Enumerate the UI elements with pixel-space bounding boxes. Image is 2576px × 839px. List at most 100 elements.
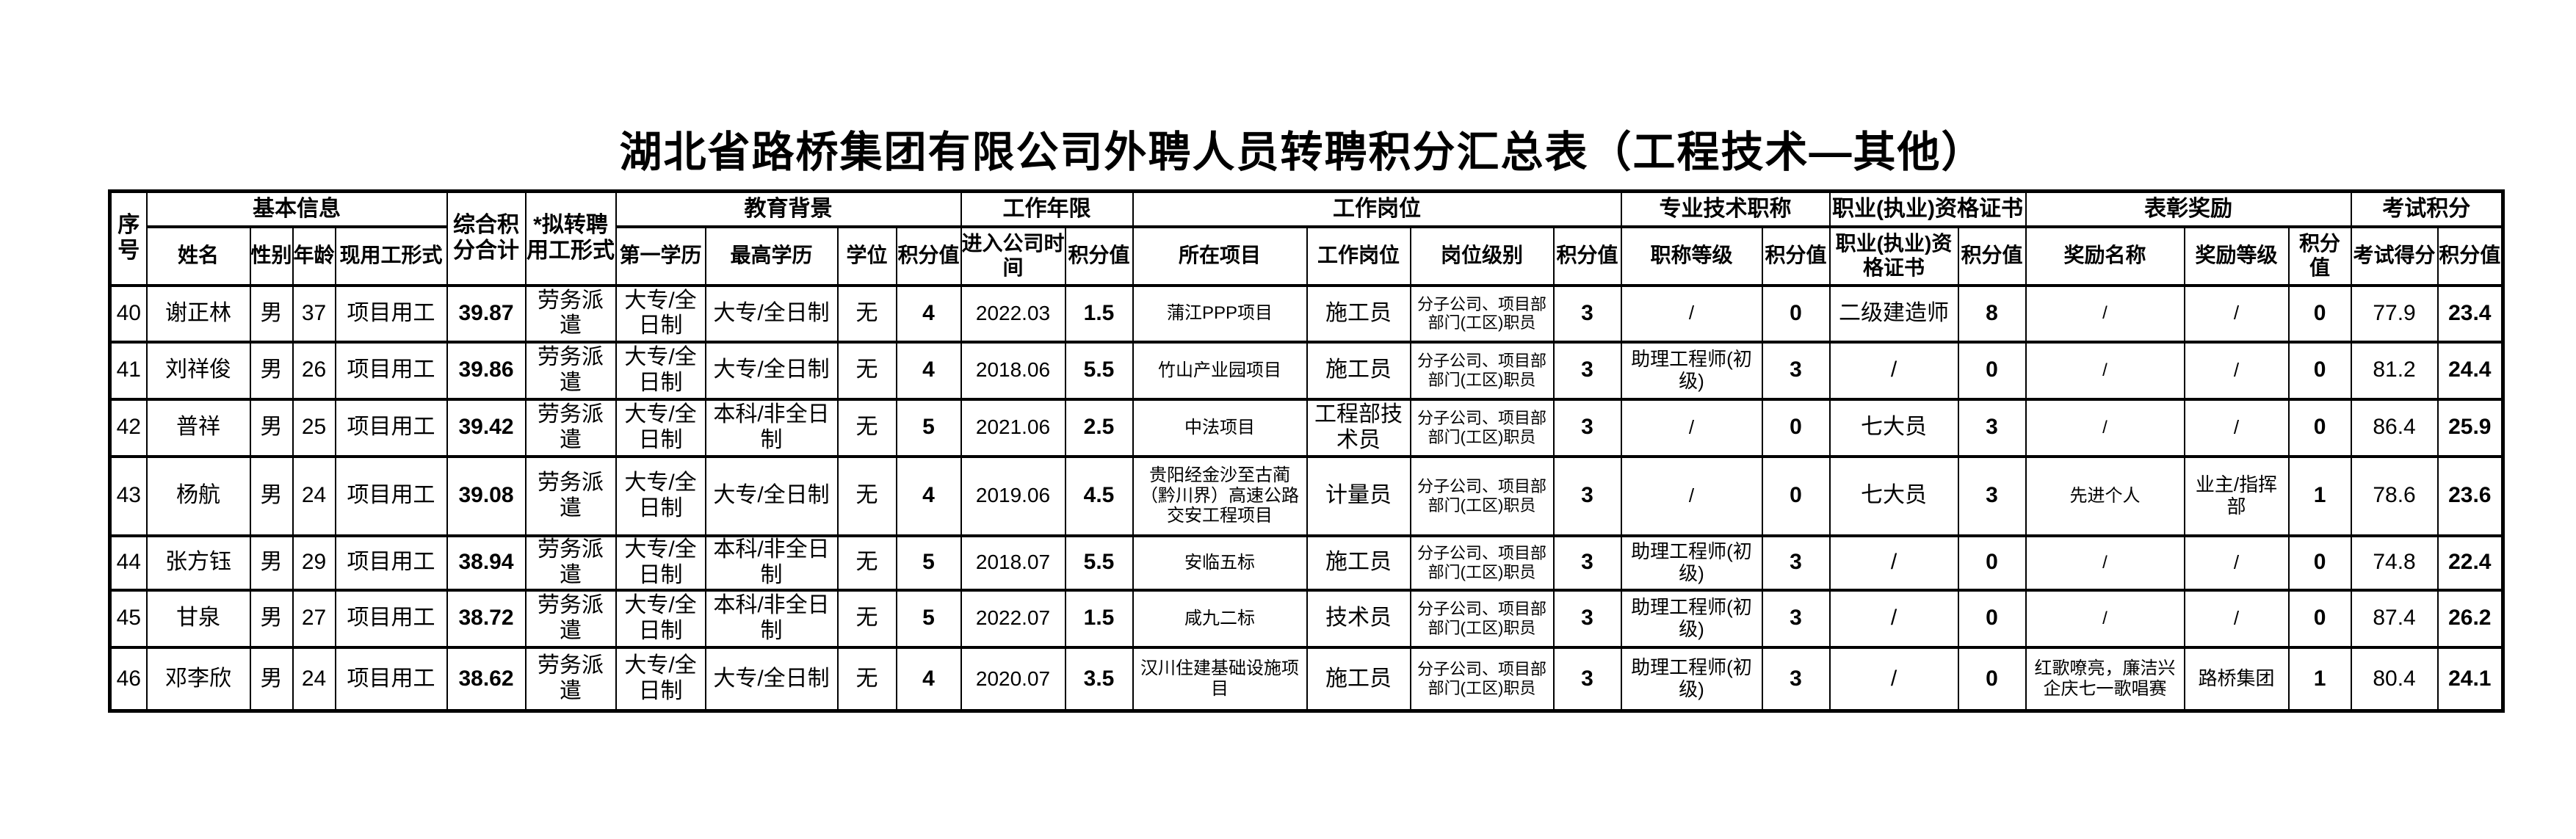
table-header: 序号 基本信息 综合积分合计 *拟转聘用工形式 教育背景 工作年限 工作岗位 专…: [109, 189, 2504, 287]
cell-age: 37: [292, 283, 336, 344]
cell-award-name: /: [2025, 534, 2185, 592]
cell-serial-no: 42: [109, 397, 148, 458]
cell-serial-no: 40: [109, 283, 148, 344]
col-header-age: 年龄: [292, 225, 336, 287]
cell-gender: 男: [249, 534, 294, 592]
cell-edu-score: 4: [895, 645, 962, 713]
table-row: 43 杨航男 24 项目用工 39.08 劳务派遣 大专/全日制 大专/全日制无 4 2019.0…: [109, 454, 2504, 537]
cell-total-score: 39.08: [446, 454, 527, 537]
cell-first-degree: 大专/全日制: [615, 534, 706, 592]
cell-project: 贵阳经金沙至古蔺（黔川界）高速公路交安工程项目: [1132, 454, 1308, 537]
cell-post: 工程部技术员: [1306, 397, 1411, 458]
cell-join-date: 2022.07: [960, 588, 1066, 649]
cell-post-score: 3: [1552, 534, 1622, 592]
cell-post-level: 分子公司、项目部部门(工区)职员: [1409, 588, 1555, 649]
col-header-post: 工作岗位: [1306, 225, 1411, 287]
cell-title-level: /: [1620, 454, 1763, 537]
table-row: 45 甘泉男 27 项目用工 38.72 劳务派遣 大专/全日制 本科/非全日制无 5 2022.…: [109, 588, 2504, 649]
cell-academic-degree: 无: [836, 283, 897, 344]
cell-serial-no: 43: [109, 454, 148, 537]
cell-exam-points: 80.4: [2350, 645, 2439, 713]
cell-edu-score: 5: [895, 588, 962, 649]
cell-name: 普祥: [145, 397, 251, 458]
cell-exam-score-value: 23.4: [2436, 283, 2504, 344]
cell-age: 24: [292, 645, 336, 713]
cell-post-level: 分子公司、项目部部门(工区)职员: [1409, 283, 1555, 344]
cell-award-level: /: [2183, 534, 2290, 592]
cell-serial-no: 41: [109, 340, 148, 401]
cell-highest-degree: 本科/非全日制: [704, 397, 839, 458]
col-group-work-post: 工作岗位: [1132, 189, 1622, 228]
col-group-awards: 表彰奖励: [2025, 189, 2352, 228]
col-group-certificate: 职业(执业)资格证书: [1828, 189, 2027, 228]
page-title: 湖北省路桥集团有限公司外聘人员转聘积分汇总表（工程技术—其他）: [619, 128, 1986, 176]
cell-title-score: 3: [1761, 645, 1831, 713]
col-header-project: 所在项目: [1132, 225, 1308, 287]
cell-post-score: 3: [1552, 588, 1622, 649]
cell-edu-score: 5: [895, 534, 962, 592]
cell-academic-degree: 无: [836, 534, 897, 592]
cell-post: 施工员: [1306, 534, 1411, 592]
col-header-cert-score: 积分值: [1957, 225, 2027, 287]
cell-cert-score: 8: [1957, 283, 2027, 344]
col-header-proposed-employment: *拟转聘用工形式: [524, 189, 617, 287]
cell-award-score: 0: [2287, 534, 2352, 592]
cell-award-level: 业主/指挥部: [2183, 454, 2290, 537]
cell-edu-score: 4: [895, 283, 962, 344]
col-group-professional-title: 专业技术职称: [1620, 189, 1831, 228]
cell-exam-points: 86.4: [2350, 397, 2439, 458]
cell-edu-score: 4: [895, 340, 962, 401]
cell-exam-score-value: 26.2: [2436, 588, 2504, 649]
cell-project: 中法项目: [1132, 397, 1308, 458]
cell-current-employment: 项目用工: [334, 340, 448, 401]
table-row: 42 普祥男 25 项目用工 39.42 劳务派遣 大专/全日制 本科/非全日制无 5 2021.…: [109, 397, 2504, 458]
col-group-basic-info: 基本信息: [145, 189, 448, 228]
cell-total-score: 39.87: [446, 283, 527, 344]
cell-title-score: 0: [1761, 454, 1831, 537]
cell-serial-no: 44: [109, 534, 148, 592]
cell-certificate: /: [1828, 534, 1959, 592]
cell-title-score: 3: [1761, 534, 1831, 592]
cell-total-score: 39.42: [446, 397, 527, 458]
col-group-education: 教育背景: [615, 189, 962, 228]
cell-proposed-employment: 劳务派遣: [524, 397, 617, 458]
cell-post-score: 3: [1552, 397, 1622, 458]
cell-name: 甘泉: [145, 588, 251, 649]
cell-award-level: /: [2183, 340, 2290, 401]
cell-post: 施工员: [1306, 340, 1411, 401]
cell-post: 施工员: [1306, 283, 1411, 344]
cell-award-level: 路桥集团: [2183, 645, 2290, 713]
cell-highest-degree: 大专/全日制: [704, 340, 839, 401]
cell-award-score: 0: [2287, 283, 2352, 344]
table-header-row-2: 姓名 性别 年龄 现用工形式 第一学历 最高学历 学位 积分值 进入公司时间 积…: [110, 225, 2504, 287]
cell-years-score: 1.5: [1064, 588, 1134, 649]
cell-join-date: 2019.06: [960, 454, 1066, 537]
cell-project: 汉川住建基础设施项目: [1132, 645, 1308, 713]
cell-total-score: 39.86: [446, 340, 527, 401]
cell-project: 竹山产业园项目: [1132, 340, 1308, 401]
cell-age: 26: [292, 340, 336, 401]
cell-proposed-employment: 劳务派遣: [524, 283, 617, 344]
cell-title-level: /: [1620, 283, 1763, 344]
cell-title-level: 助理工程师(初级): [1620, 534, 1763, 592]
cell-exam-points: 81.2: [2350, 340, 2439, 401]
col-header-title-score: 积分值: [1761, 225, 1831, 287]
cell-join-date: 2022.03: [960, 283, 1066, 344]
col-header-current-employment: 现用工形式: [334, 225, 448, 287]
cell-post: 施工员: [1306, 645, 1411, 713]
cell-proposed-employment: 劳务派遣: [524, 588, 617, 649]
col-group-work-years: 工作年限: [960, 189, 1134, 228]
cell-gender: 男: [249, 454, 294, 537]
cell-project: 咸九二标: [1132, 588, 1308, 649]
cell-title-score: 3: [1761, 588, 1831, 649]
cell-post-score: 3: [1552, 454, 1622, 537]
cell-years-score: 3.5: [1064, 645, 1134, 713]
cell-academic-degree: 无: [836, 645, 897, 713]
cell-certificate: 二级建造师: [1828, 283, 1959, 344]
cell-award-level: /: [2183, 283, 2290, 344]
col-header-academic-degree: 学位: [836, 225, 897, 287]
cell-certificate: /: [1828, 340, 1959, 401]
col-header-total-score: 综合积分合计: [446, 189, 527, 287]
cell-award-level: /: [2183, 588, 2290, 649]
cell-total-score: 38.94: [446, 534, 527, 592]
